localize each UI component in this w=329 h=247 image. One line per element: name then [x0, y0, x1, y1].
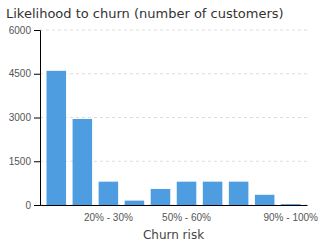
title: Likelihood to churn (number of customers… — [6, 6, 284, 21]
grid-line — [40, 73, 307, 74]
grid-line — [40, 30, 307, 31]
bar — [99, 182, 119, 205]
y-tick: 3000 — [9, 112, 40, 123]
bar — [177, 182, 197, 205]
bar — [125, 201, 145, 205]
bars — [47, 71, 301, 205]
plot-area: 0 1500 3000 4500 6000 20% - 30% 50% - 60% 90% -… — [9, 25, 318, 223]
bar — [47, 71, 67, 205]
bar — [255, 195, 275, 205]
bar — [229, 182, 249, 205]
y-tick-label: 6000 — [9, 25, 32, 36]
y-tick: 1500 — [9, 156, 40, 167]
x-axis-title: Churn risk — [143, 228, 204, 242]
bar — [281, 204, 301, 205]
bar — [203, 182, 223, 205]
y-axis: 0 1500 3000 4500 6000 — [9, 25, 41, 211]
x-tick: 50% - 60% — [162, 212, 211, 223]
x-axis-line — [41, 205, 308, 206]
y-tick-mark — [34, 118, 40, 119]
y-tick: 4500 — [9, 68, 40, 79]
y-tick-label: 1500 — [9, 156, 32, 167]
y-tick: 0 — [25, 200, 40, 211]
x-tick-label: 90% - 100% — [263, 212, 318, 223]
grid-line — [40, 117, 307, 118]
x-tick-label: 50% - 60% — [162, 212, 211, 223]
y-tick-mark — [34, 74, 40, 75]
bar — [73, 119, 93, 205]
y-tick-label: 0 — [25, 200, 31, 211]
x-tick: 20% - 30% — [84, 212, 133, 223]
y-tick: 6000 — [9, 25, 40, 36]
x-axis: 20% - 30% 50% - 60% 90% - 100% — [41, 206, 319, 224]
y-tick-mark — [34, 30, 40, 31]
y-tick-mark — [34, 161, 40, 162]
x-tick-label: 20% - 30% — [84, 212, 133, 223]
y-axis-line — [34, 31, 41, 206]
grid — [40, 30, 307, 205]
y-tick-mark — [34, 205, 40, 206]
y-tick-label: 4500 — [9, 68, 32, 79]
chart: 0 1500 3000 4500 6000 20% - 30% 50% - 60% 90% -… — [0, 0, 329, 247]
x-tick: 90% - 100% — [263, 212, 318, 223]
bar — [151, 189, 171, 205]
y-tick-label: 3000 — [9, 112, 32, 123]
